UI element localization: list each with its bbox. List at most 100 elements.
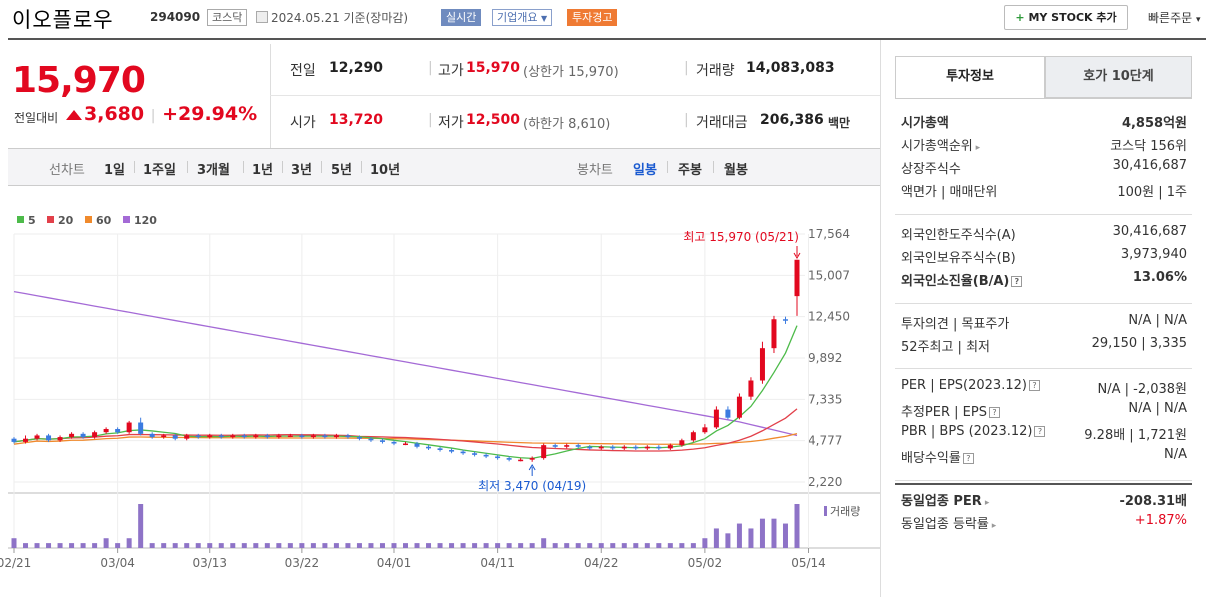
quick-order-menu[interactable]: 빠른주문 ▾: [1148, 9, 1201, 26]
candle-body: [782, 319, 788, 321]
amount-label: 거래대금: [696, 115, 748, 131]
help-icon[interactable]: ?: [988, 407, 1000, 418]
company-overview-label: 기업개요: [497, 11, 538, 24]
candle-body: [34, 435, 40, 439]
amount-unit: 백만: [828, 116, 851, 130]
candle-body: [759, 348, 765, 381]
legend-swatch: [85, 216, 92, 223]
candle-body: [80, 433, 86, 438]
y-tick-label: 2,220: [808, 475, 842, 489]
volume-bar: [472, 543, 478, 548]
tab-order-book[interactable]: 호가 10단계: [1045, 56, 1192, 98]
volume-bar: [333, 543, 339, 548]
tab-weekly[interactable]: 주봉: [678, 163, 702, 178]
volume-bar: [276, 543, 282, 548]
tab-1week[interactable]: 1주일: [143, 163, 176, 178]
candle-body: [230, 435, 236, 438]
volume-bar: [587, 543, 593, 548]
candle-body: [437, 448, 443, 450]
candle-chart-label: 봉차트: [577, 163, 613, 178]
company-overview-dropdown[interactable]: 기업개요 ▼: [492, 9, 553, 26]
candle-body: [46, 435, 52, 441]
volume-bar: [748, 528, 754, 548]
quote-date: 2024.05.21 기준(장마감): [271, 11, 409, 25]
volume-bar: [161, 543, 167, 548]
volume-bar: [736, 523, 742, 548]
tab-1day[interactable]: 1일: [104, 163, 126, 178]
volume-bar: [57, 543, 63, 548]
candle-body: [598, 446, 604, 449]
candle-body: [379, 440, 385, 442]
candle-body: [472, 453, 478, 455]
candle-body: [794, 259, 800, 297]
tab-3years[interactable]: 3년: [291, 163, 313, 178]
volume-bar: [690, 543, 696, 548]
help-icon[interactable]: ?: [1034, 426, 1046, 437]
section-divider: [895, 303, 1192, 304]
candle-body: [11, 438, 17, 442]
legend-swatch: [47, 216, 54, 223]
y-tick-label: 9,892: [808, 351, 842, 365]
stock-chart[interactable]: 17,564 15,007 12,450 9,892 7,335 4,777 2,220 02…: [0, 186, 880, 597]
candle-body: [403, 443, 408, 446]
candle-body: [460, 451, 466, 454]
candle-body: [610, 446, 616, 449]
prev-close-value: 12,290: [329, 60, 384, 76]
high-label: 고가: [438, 63, 464, 79]
info-row: 동일업종 PER ▸ -208.31배: [901, 490, 1187, 510]
candle-body: [333, 435, 339, 438]
tab-10years[interactable]: 10년: [370, 163, 401, 178]
volume-bar: [598, 543, 604, 548]
tab-3months[interactable]: 3개월: [197, 163, 230, 178]
realtime-badge[interactable]: 실시간: [441, 9, 482, 26]
volume-bar: [322, 543, 328, 548]
plus-icon: +: [1015, 11, 1025, 24]
volume-bar: [241, 543, 247, 548]
volume-bar: [126, 538, 132, 548]
candle-body: [276, 435, 282, 438]
tab-1year[interactable]: 1년: [252, 163, 274, 178]
volume-bar: [138, 504, 144, 548]
info-value: N/A | N/A: [1128, 313, 1187, 328]
help-icon[interactable]: ?: [1011, 276, 1023, 287]
info-value: +1.87%: [1134, 513, 1187, 528]
chevron-right-icon[interactable]: ▸: [981, 498, 990, 508]
high-annotation: 최고 15,970 (05/21): [683, 230, 799, 244]
volume-bar: [356, 543, 362, 548]
info-row: 추정PER | EPS? N/A | N/A: [901, 401, 1187, 421]
candle-body: [149, 433, 155, 438]
candle-body: [679, 440, 685, 446]
tab-monthly[interactable]: 월봉: [724, 163, 748, 178]
column-divider: [880, 40, 881, 597]
volume-bar: [575, 543, 581, 548]
volume-bar: [656, 543, 662, 548]
my-stock-add-button[interactable]: + MY STOCK 추가: [1004, 5, 1128, 30]
help-icon[interactable]: ?: [1028, 380, 1040, 391]
volume-bar: [794, 504, 800, 548]
chevron-right-icon[interactable]: ▸: [988, 521, 997, 531]
y-tick-label: 12,450: [808, 310, 850, 324]
volume-bar: [299, 543, 305, 548]
y-tick-label: 4,777: [808, 434, 842, 448]
info-value: 9.28배 | 1,721원: [1084, 428, 1187, 443]
volume-bar: [437, 543, 443, 548]
candle-body: [725, 409, 731, 418]
section-divider: [895, 480, 1192, 481]
candle-body: [391, 441, 397, 444]
tab-5years[interactable]: 5년: [331, 163, 353, 178]
help-icon[interactable]: ?: [962, 453, 974, 464]
volume-bar: [621, 543, 627, 548]
volume-bar: [610, 543, 616, 548]
candle-body: [414, 443, 420, 447]
quick-order-label: 빠른주문: [1148, 11, 1193, 25]
info-value: 4,858억원: [1121, 116, 1187, 131]
chevron-right-icon[interactable]: ▸: [972, 143, 981, 153]
volume-bar: [449, 543, 455, 548]
volume-bar: [253, 543, 259, 548]
tab-daily[interactable]: 일봉: [633, 163, 657, 178]
candle-body: [748, 380, 754, 397]
info-value: N/A: [1164, 447, 1187, 462]
tab-investment-info[interactable]: 투자정보: [895, 56, 1045, 98]
info-value: 30,416,687: [1112, 224, 1187, 239]
volume-bar: [564, 543, 570, 548]
